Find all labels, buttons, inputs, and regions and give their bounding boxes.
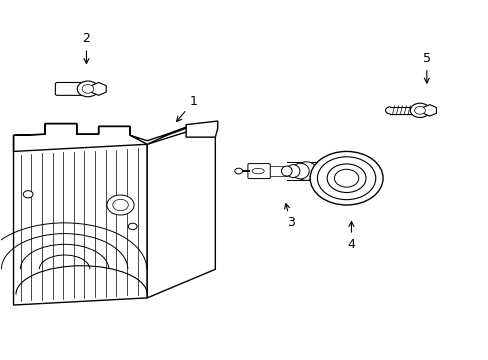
Polygon shape — [14, 123, 215, 152]
Ellipse shape — [281, 166, 291, 176]
Circle shape — [409, 103, 429, 117]
Circle shape — [414, 107, 425, 114]
Circle shape — [113, 199, 128, 211]
Text: 1: 1 — [176, 95, 197, 122]
Polygon shape — [14, 144, 147, 305]
Ellipse shape — [291, 163, 308, 179]
Text: 5: 5 — [422, 52, 430, 83]
Text: 4: 4 — [347, 221, 355, 251]
Circle shape — [128, 223, 137, 230]
Circle shape — [82, 85, 94, 93]
Text: 3: 3 — [284, 203, 294, 229]
Circle shape — [77, 81, 99, 97]
Ellipse shape — [295, 162, 316, 180]
FancyBboxPatch shape — [247, 163, 270, 179]
Polygon shape — [147, 123, 215, 298]
Polygon shape — [91, 82, 106, 95]
Circle shape — [334, 169, 358, 187]
Polygon shape — [422, 105, 436, 116]
Ellipse shape — [286, 165, 299, 177]
Ellipse shape — [251, 168, 264, 174]
Polygon shape — [14, 144, 147, 305]
Circle shape — [326, 164, 366, 193]
Circle shape — [309, 152, 382, 205]
FancyBboxPatch shape — [55, 82, 86, 95]
Text: 2: 2 — [82, 32, 90, 63]
Circle shape — [317, 157, 375, 200]
Circle shape — [23, 191, 33, 198]
Polygon shape — [186, 121, 217, 137]
Circle shape — [107, 195, 134, 215]
Circle shape — [234, 168, 242, 174]
